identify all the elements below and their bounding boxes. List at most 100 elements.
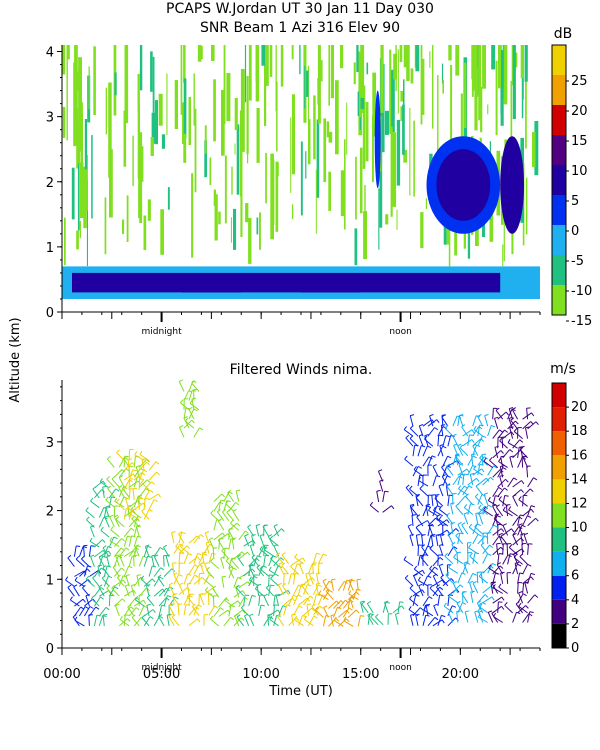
snr-streak [299, 45, 301, 75]
snr-colorbar-tick-label: 20 [571, 104, 588, 119]
wind-barb-flag [474, 523, 478, 528]
wind-colorbar-tick-label: 10 [571, 521, 588, 536]
wind-barb [128, 500, 139, 508]
wind-barb [408, 609, 419, 617]
wind-barb [153, 588, 163, 597]
wind-barb-flag [498, 457, 502, 462]
wind-barb [462, 474, 465, 486]
wind-barb [455, 505, 464, 515]
wind-barb-flag [311, 607, 315, 612]
wind-barb-flag [509, 455, 514, 458]
snr-streak [138, 132, 143, 219]
snr-streak [319, 60, 323, 82]
wind-barb [488, 500, 498, 507]
wind-barb-flag [122, 598, 126, 603]
wind-barb [403, 559, 414, 567]
snr-streak [248, 45, 252, 101]
wind-barb [317, 563, 320, 575]
snr-streak [393, 53, 397, 80]
wind-barb-flag [463, 561, 468, 564]
wind-barb-flag [281, 528, 285, 532]
wind-barb [512, 537, 522, 546]
wind-barb [423, 609, 434, 617]
wind-barb-flag [435, 494, 440, 496]
wind-barb-flag [146, 603, 151, 606]
wind-barb [143, 490, 151, 501]
wind-barb-flag [275, 593, 281, 596]
wind-barb-flag [90, 497, 94, 502]
snr-streak [491, 45, 496, 70]
wind-barb [522, 457, 529, 468]
top-panel-y-tick-label: 4 [46, 46, 54, 61]
wind-barb-flag [399, 601, 404, 603]
wind-barb [213, 501, 221, 512]
wind-barb [474, 611, 479, 623]
wind-barb-flag [143, 555, 148, 559]
wind-barb [203, 543, 211, 554]
wind-barb [446, 564, 449, 576]
wind-barb-flag [500, 571, 505, 574]
wind-barb [153, 556, 160, 567]
wind-barb-flag [180, 543, 184, 547]
wind-barb [138, 556, 144, 567]
wind-barb [424, 438, 434, 447]
wind-barb-flag [439, 557, 444, 561]
snr-streak [389, 49, 392, 134]
wind-barb-flag [245, 530, 249, 534]
wind-barb-flag [421, 589, 425, 594]
snr-streak [381, 45, 383, 63]
snr-heatmap [62, 45, 540, 299]
wind-barb-flag [127, 604, 132, 608]
wind-barb-flag [523, 532, 529, 536]
wind-barb [427, 427, 435, 437]
wind-barb [127, 505, 130, 517]
wind-barb [492, 487, 500, 497]
wind-barb [407, 525, 414, 537]
bottom-panel-x-tick-label: 05:00 [143, 667, 180, 682]
wind-barb-flag [403, 556, 407, 560]
wind-barb-flag [346, 618, 350, 623]
snr-streak [521, 53, 524, 119]
wind-barb [470, 591, 474, 603]
wind-barb [233, 577, 239, 588]
wind-barb [258, 605, 262, 616]
wind-barb [188, 606, 197, 616]
snr-streak [406, 45, 410, 81]
snr-streak [167, 187, 170, 210]
wind-barb-flag [147, 555, 152, 558]
wind-barb [104, 507, 110, 518]
wind-barb [123, 550, 134, 557]
wind-barb-flag [130, 527, 135, 532]
snr-streak [248, 217, 252, 264]
snr-streak [66, 45, 68, 141]
wind-barb-flag [535, 421, 539, 426]
wind-barb-flag [461, 424, 466, 428]
wind-barb-flag [456, 588, 460, 593]
wind-barb-flag [442, 474, 446, 478]
wind-colorbar-swatch [552, 455, 566, 480]
wind-barb-flag [270, 584, 275, 587]
wind-barb-flag [128, 565, 133, 569]
wind-colorbar-swatch [552, 623, 566, 648]
wind-barb-flag [527, 563, 532, 567]
wind-barb [109, 516, 115, 528]
wind-barb [432, 466, 439, 477]
snr-streak [420, 212, 424, 249]
wind-barb-flag [418, 476, 421, 481]
wind-barb [492, 515, 498, 526]
snr-streak [290, 117, 292, 193]
wind-barb-flag [409, 425, 414, 429]
wind-barb-flag [114, 514, 119, 518]
snr-streak [472, 45, 476, 91]
wind-barb-flag [125, 574, 130, 577]
wind-barb [267, 536, 275, 547]
wind-barb-flag [442, 445, 447, 449]
snr-streak [160, 209, 164, 255]
wind-barb [437, 519, 448, 527]
snr-streak [356, 45, 359, 72]
wind-barb-flag [230, 519, 234, 524]
snr-streak [316, 119, 320, 198]
wind-barb-flag [491, 425, 496, 428]
wind-barb-flag [463, 504, 468, 508]
